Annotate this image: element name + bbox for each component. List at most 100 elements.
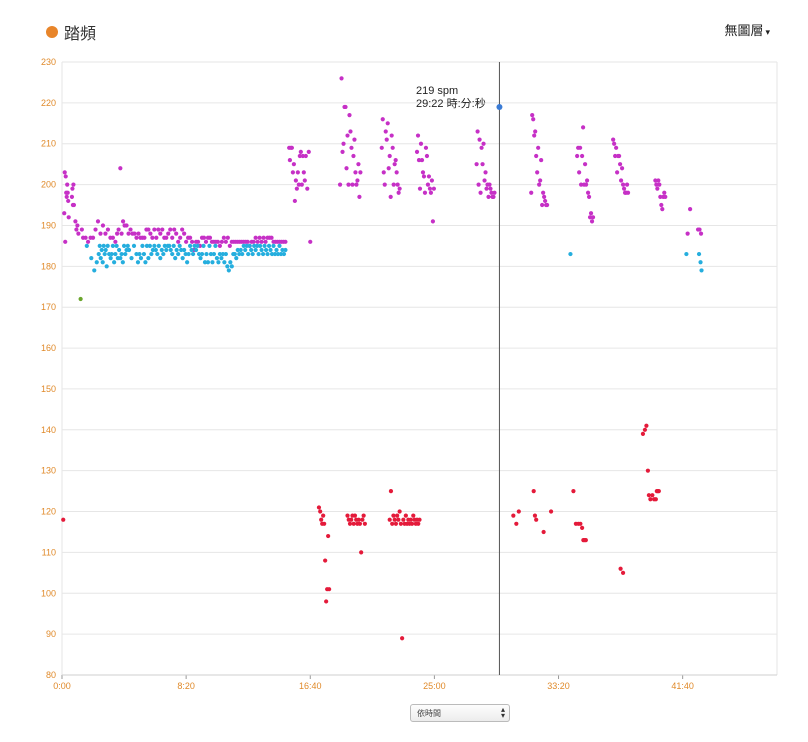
data-point	[226, 268, 231, 273]
data-point	[204, 251, 209, 257]
data-point	[228, 260, 233, 265]
data-point	[476, 182, 481, 187]
data-point	[247, 243, 252, 248]
data-point	[144, 243, 150, 248]
data-point	[90, 235, 96, 240]
data-point	[244, 243, 249, 248]
data-point	[166, 231, 171, 236]
y-tick-label: 140	[41, 425, 56, 435]
data-point	[174, 247, 179, 253]
data-point	[66, 215, 71, 220]
data-point	[346, 182, 351, 187]
data-point	[530, 113, 535, 118]
data-point	[653, 497, 658, 502]
data-point	[391, 513, 396, 518]
x-axis-mode-select[interactable]: 依時間 ▴ ▾	[410, 704, 510, 722]
data-point	[184, 239, 189, 244]
data-point	[297, 153, 302, 159]
data-point	[278, 251, 284, 257]
data-point	[76, 231, 81, 236]
data-point	[104, 264, 109, 269]
data-point	[102, 251, 107, 257]
data-point	[319, 517, 324, 522]
legend-label: 踏頻	[64, 26, 97, 43]
data-point	[289, 145, 294, 150]
data-point	[176, 239, 181, 244]
cursor	[496, 62, 503, 675]
data-point	[390, 521, 395, 526]
data-point	[113, 251, 118, 257]
data-point	[587, 215, 593, 220]
layer-dropdown[interactable]: 無圖層 ▾	[724, 20, 770, 39]
data-point	[326, 533, 331, 539]
data-point	[186, 251, 191, 257]
x-tick-label: 8:20	[177, 681, 195, 691]
data-point	[156, 227, 161, 232]
data-point	[614, 145, 619, 150]
data-point	[396, 190, 401, 195]
data-point	[624, 182, 630, 187]
data-point	[475, 129, 480, 134]
data-point	[584, 178, 590, 183]
data-point	[70, 186, 75, 191]
data-point	[615, 170, 620, 175]
data-point	[390, 145, 395, 150]
data-point	[258, 243, 263, 248]
x-tick-label: 0:00	[53, 681, 71, 691]
data-point	[75, 223, 80, 228]
data-point	[143, 260, 148, 265]
data-point	[350, 182, 355, 187]
data-point	[147, 243, 152, 248]
data-point	[272, 251, 278, 257]
data-point	[654, 182, 659, 187]
data-point	[355, 178, 360, 183]
data-point	[167, 243, 172, 248]
data-point	[424, 153, 430, 159]
data-point	[300, 153, 305, 159]
data-point	[385, 121, 390, 126]
y-tick-label: 150	[41, 384, 56, 394]
data-point	[657, 182, 662, 187]
data-point	[577, 170, 582, 175]
data-point	[650, 493, 655, 498]
data-point	[349, 145, 354, 150]
data-point	[135, 260, 141, 265]
data-point	[105, 243, 110, 248]
legend[interactable]: 踏頻	[46, 20, 96, 44]
data-point	[411, 513, 416, 518]
data-point	[658, 194, 663, 199]
data-point	[537, 182, 542, 187]
data-point	[619, 166, 625, 171]
data-point	[415, 133, 421, 138]
data-point	[656, 489, 661, 494]
data-point	[321, 513, 326, 518]
data-point	[477, 137, 482, 142]
data-point	[118, 166, 123, 171]
data-point	[240, 251, 245, 257]
layer-dropdown-label: 無圖層	[724, 23, 764, 38]
y-tick-label: 220	[41, 98, 56, 108]
data-point	[152, 227, 157, 232]
data-point	[255, 243, 260, 248]
data-point	[132, 231, 137, 236]
data-point	[492, 190, 497, 195]
data-point	[585, 190, 591, 195]
data-point	[98, 231, 103, 236]
data-point	[275, 251, 281, 257]
data-point	[198, 256, 203, 261]
x-tick-label: 33:20	[547, 681, 570, 691]
data-point	[514, 521, 519, 526]
data-point	[188, 235, 193, 240]
data-point	[361, 513, 366, 518]
y-tick-label: 120	[41, 507, 56, 517]
data-point	[685, 231, 690, 236]
data-point	[219, 239, 224, 244]
data-point	[238, 247, 243, 253]
data-point	[488, 186, 493, 191]
data-point	[119, 251, 124, 257]
data-point	[162, 243, 167, 248]
data-point	[541, 190, 546, 195]
data-point	[339, 76, 344, 81]
x-tick-label: 25:00	[423, 681, 446, 691]
